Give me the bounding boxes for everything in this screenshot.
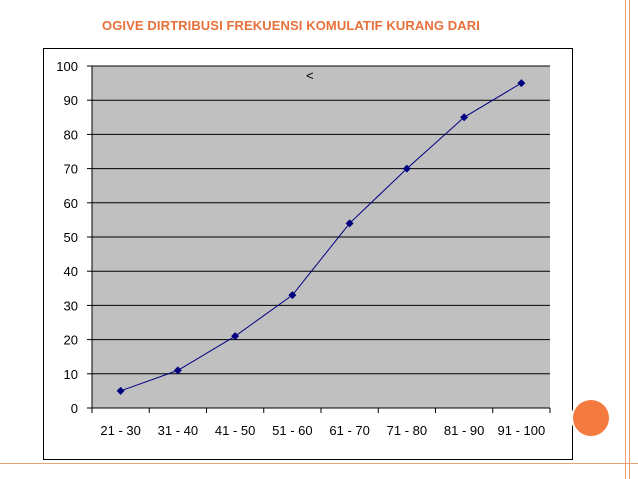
y-tick-label: 80 [64, 127, 78, 142]
y-tick-label: 50 [64, 230, 78, 245]
x-tick-label: 41 - 50 [215, 423, 255, 438]
y-tick-label: 90 [64, 93, 78, 108]
decorative-border-line [629, 0, 630, 479]
data-point-marker [517, 79, 526, 88]
series [116, 79, 526, 395]
axes [87, 65, 551, 413]
decorative-border-line [0, 463, 638, 464]
series-line [120, 82, 522, 392]
x-tick-label: 81 - 90 [444, 423, 484, 438]
y-tick-label: 40 [64, 264, 78, 279]
x-tick-label: 21 - 30 [100, 423, 140, 438]
x-tick-label: 71 - 80 [387, 423, 427, 438]
y-tick-label: 70 [64, 162, 78, 177]
y-tick-label: 0 [71, 401, 78, 416]
slide-title: OGIVE DIRTRIBUSI FREKUENSI KOMULATIF KUR… [102, 18, 480, 33]
x-tick-label: 31 - 40 [158, 423, 198, 438]
y-tick-label: 30 [64, 298, 78, 313]
x-axis-tick-labels: 21 - 30 31 - 40 41 - 50 51 - 60 61 - 70 71 - … [100, 423, 545, 438]
y-axis-tick-labels: 0 10 20 30 40 50 60 70 80 90 100 [56, 59, 78, 416]
y-tick-label: 60 [64, 196, 78, 211]
x-tick-label: 51 - 60 [272, 423, 312, 438]
chart-annotation: < [306, 68, 314, 83]
y-tick-label: 10 [64, 367, 78, 382]
data-point-marker [460, 113, 469, 122]
data-point-marker [231, 332, 240, 341]
y-tick-label: 100 [56, 59, 78, 74]
data-point-marker [173, 366, 182, 375]
data-point-marker [116, 386, 125, 395]
data-point-marker [402, 164, 411, 173]
data-point-marker [288, 291, 297, 300]
x-tick-label: 61 - 70 [329, 423, 369, 438]
decorative-border-line [625, 0, 626, 479]
y-tick-label: 20 [64, 333, 78, 348]
data-point-marker [345, 219, 354, 228]
x-tick-label: 91 - 100 [498, 423, 546, 438]
decorative-circle [571, 398, 611, 438]
